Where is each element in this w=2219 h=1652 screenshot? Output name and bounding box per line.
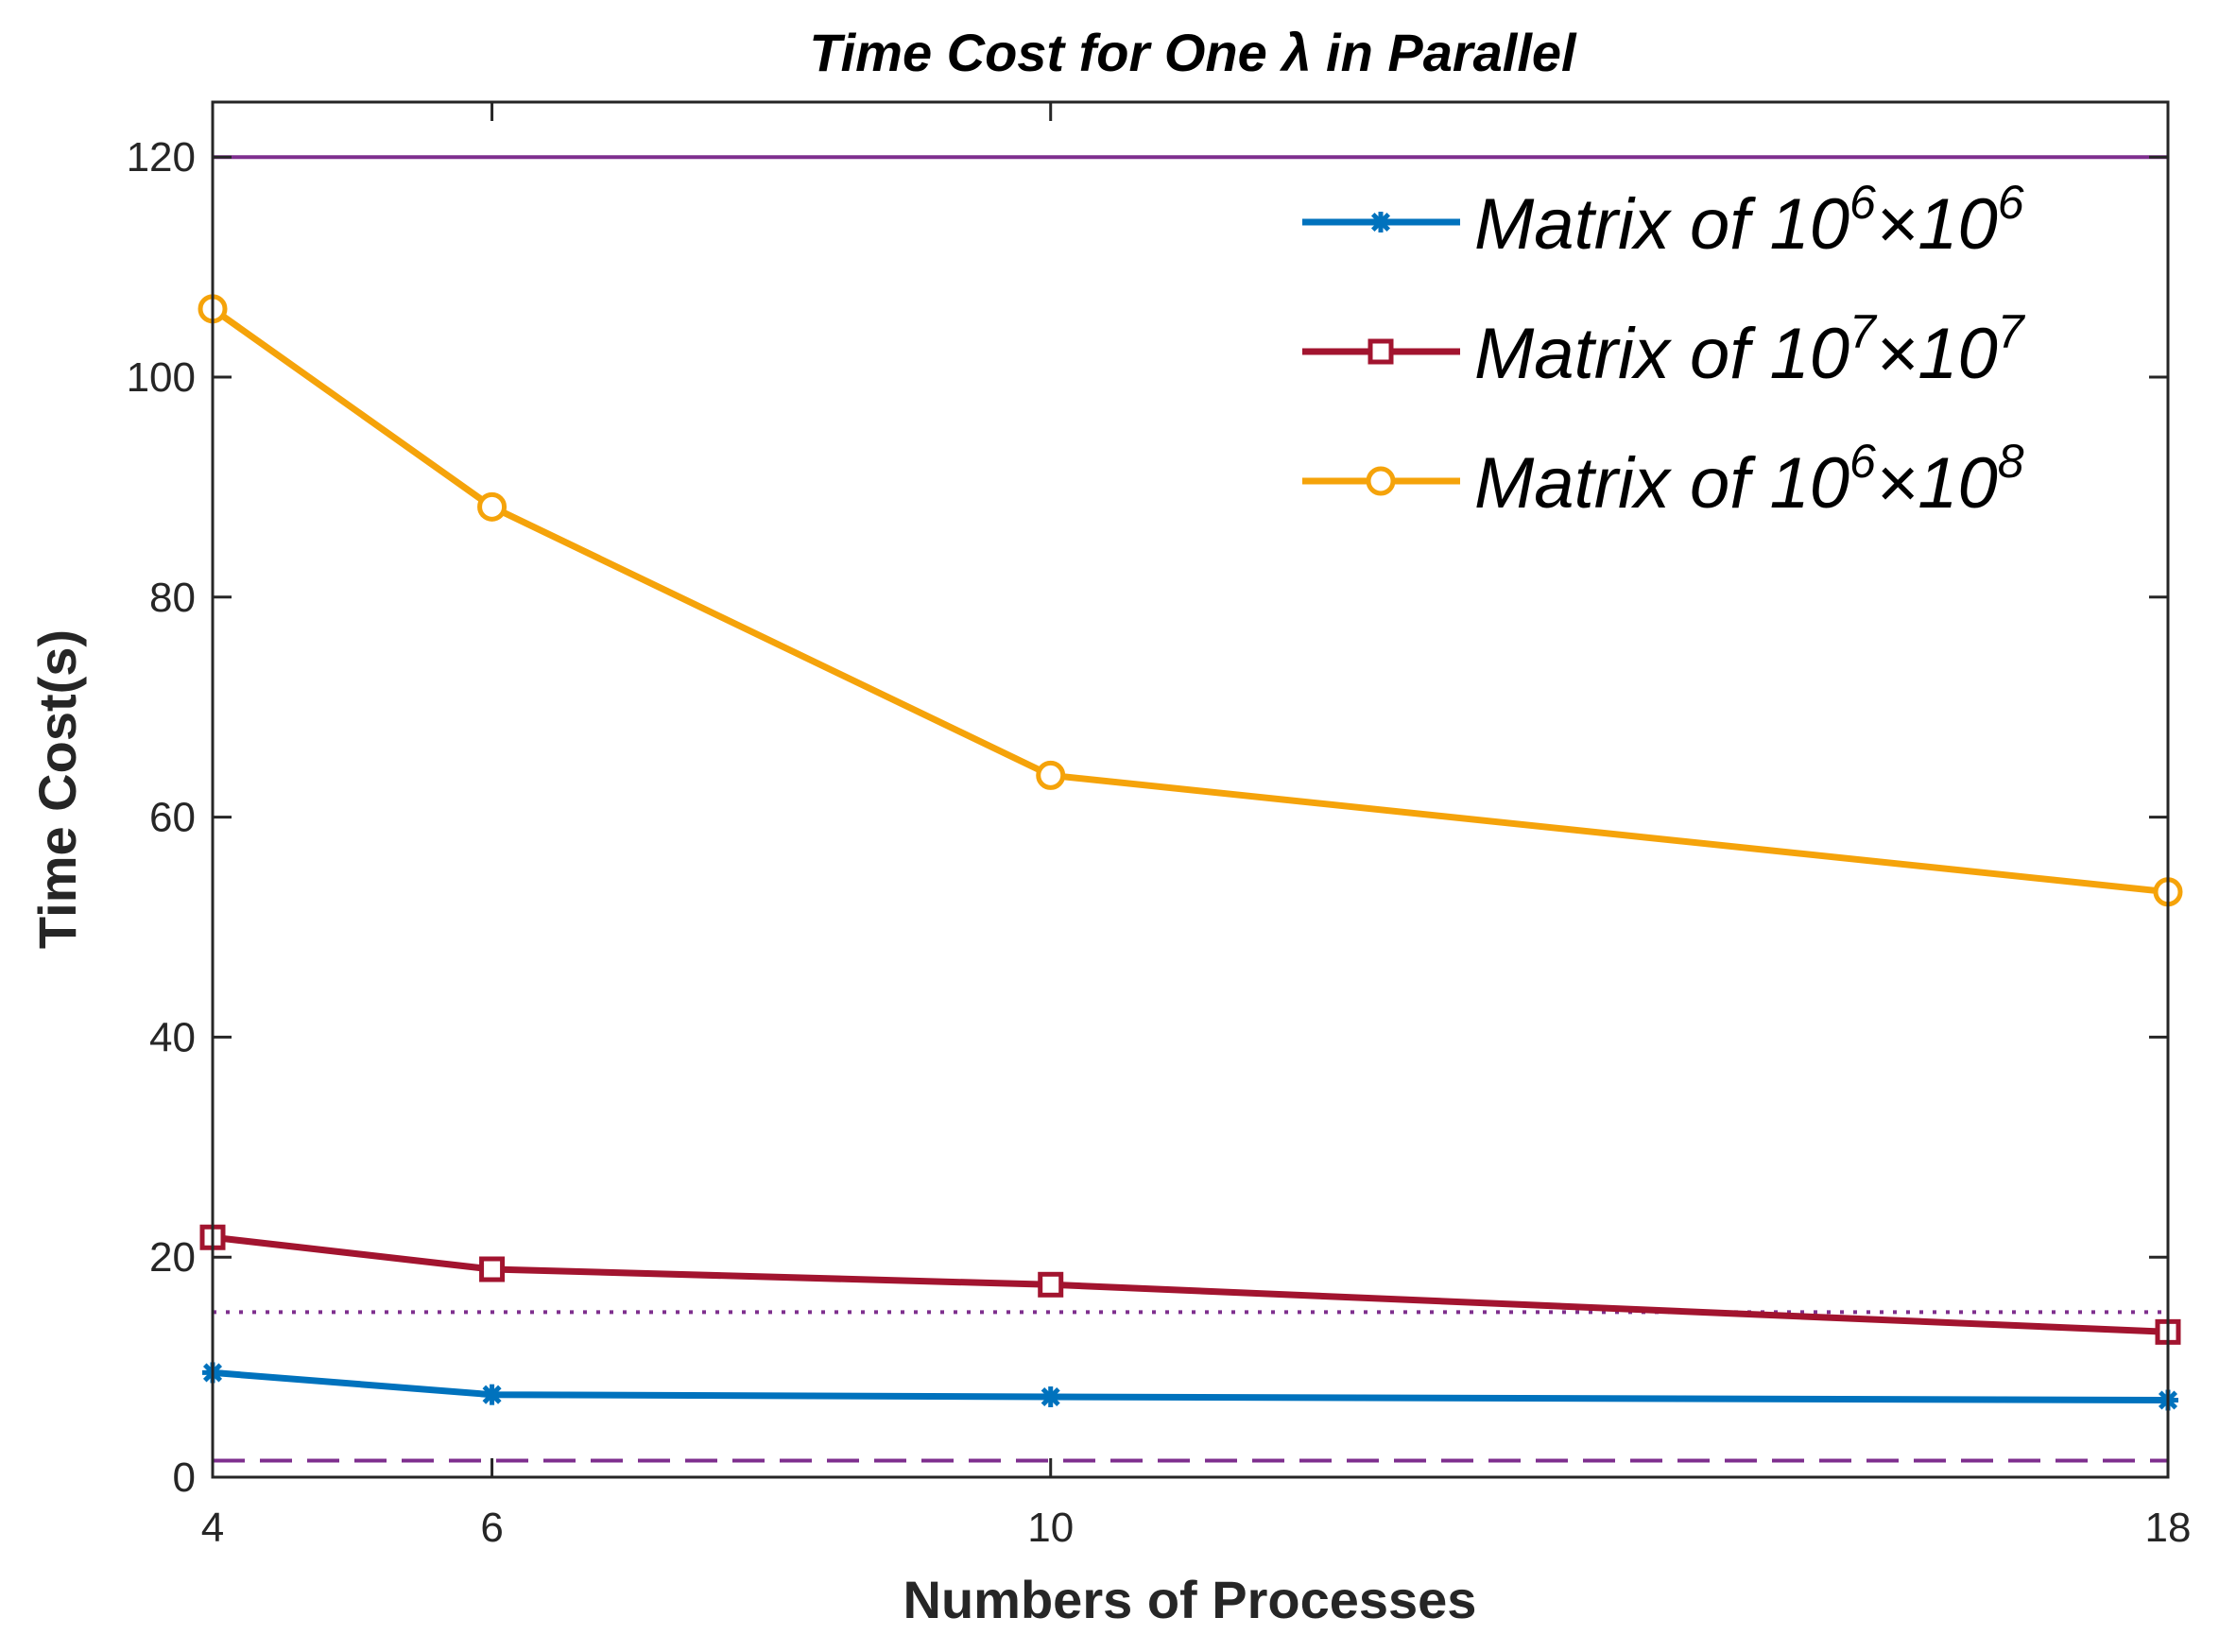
legend-entry-1: Matrix of 106×106 bbox=[1302, 176, 2024, 265]
x-tick-label: 10 bbox=[1027, 1505, 1074, 1551]
y-axis-label: Time Cost(s) bbox=[27, 629, 87, 949]
legend-swatch-marker bbox=[1368, 338, 1394, 365]
data-point-series-1 bbox=[1040, 1386, 1061, 1408]
y-tick-label: 40 bbox=[149, 1014, 196, 1060]
y-tick-label: 80 bbox=[149, 575, 196, 621]
legend: Matrix of 106×106 Matrix of 107×107 Matrix… bbox=[1302, 176, 2026, 524]
data-point-series-2 bbox=[479, 1256, 506, 1282]
chart-title-group: Time Cost for One λ in Parallel bbox=[809, 23, 1577, 82]
series-lines bbox=[210, 305, 2169, 1404]
x-axis-label: Numbers of Processes bbox=[903, 1570, 1477, 1629]
y-tick-label: 100 bbox=[127, 354, 196, 401]
series-line-3 bbox=[210, 305, 2169, 896]
legend-label: Matrix of 107×107 bbox=[1474, 305, 2026, 394]
legend-swatch-marker bbox=[1370, 212, 1391, 232]
x-tick-label: 6 bbox=[480, 1505, 503, 1551]
data-point-series-1 bbox=[481, 1384, 503, 1405]
reference-lines bbox=[213, 155, 2168, 1463]
y-axis-ticks: 0 20 40 60 80 100 120 bbox=[127, 134, 2168, 1501]
y-tick-label: 60 bbox=[149, 795, 196, 841]
series-line-2 bbox=[212, 1233, 2169, 1335]
y-tick-label: 0 bbox=[173, 1454, 196, 1501]
legend-entry-3: Matrix of 106×108 bbox=[1302, 435, 2024, 524]
x-axis-ticks: 4 6 10 18 bbox=[201, 102, 2192, 1551]
series-line-1 bbox=[212, 1368, 2169, 1404]
legend-swatch-marker bbox=[1366, 466, 1396, 496]
legend-label: Matrix of 106×106 bbox=[1474, 176, 2024, 265]
legend-entry-2: Matrix of 107×107 bbox=[1302, 305, 2026, 394]
y-tick-label: 20 bbox=[149, 1234, 196, 1281]
legend-label: Matrix of 106×108 bbox=[1474, 435, 2024, 524]
data-point-series-3 bbox=[477, 491, 507, 522]
axes-box bbox=[211, 100, 2170, 1479]
data-point-series-2 bbox=[1038, 1271, 1064, 1298]
x-tick-label: 18 bbox=[2145, 1505, 2192, 1551]
chart-title: Time Cost for One λ in Parallel bbox=[809, 23, 1577, 82]
x-tick-label: 4 bbox=[201, 1505, 224, 1551]
y-tick-label: 120 bbox=[127, 134, 196, 181]
data-point-series-3 bbox=[1036, 760, 1066, 790]
